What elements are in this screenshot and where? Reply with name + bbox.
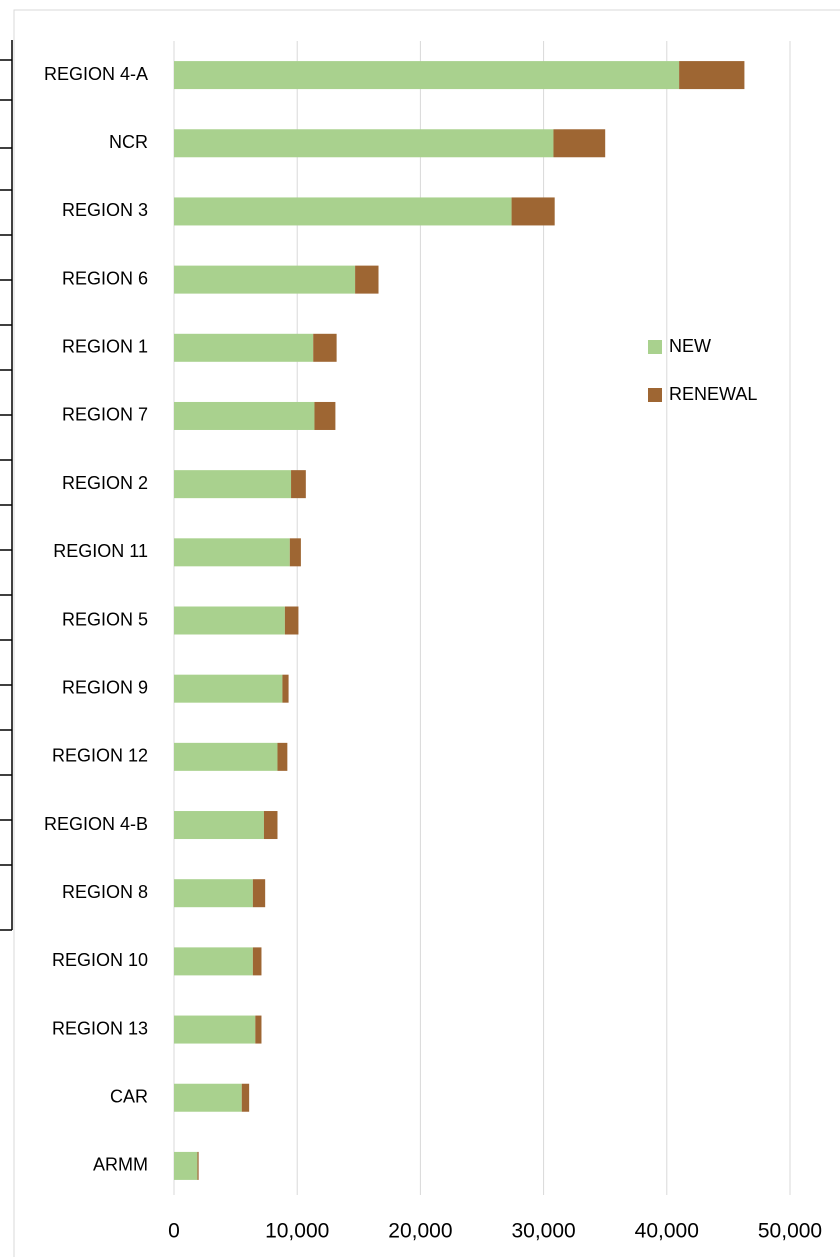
bar-segment <box>174 1083 242 1112</box>
y-tick-label: CAR <box>110 1086 148 1106</box>
bar-segment <box>284 606 299 635</box>
bar-segment <box>197 1151 199 1180</box>
y-tick-label: REGION 5 <box>62 609 148 629</box>
bar-segment <box>679 61 745 90</box>
y-tick-label: REGION 10 <box>52 950 148 970</box>
y-tick-label: REGION 6 <box>62 268 148 288</box>
bar-segment <box>174 197 512 226</box>
y-tick-label: REGION 13 <box>52 1018 148 1038</box>
chart-border <box>13 9 840 1257</box>
x-tick-label: 10,000 <box>265 1220 329 1243</box>
y-tick-label: REGION 7 <box>62 405 148 425</box>
bar-segment <box>174 1015 256 1044</box>
bar-segment <box>252 879 266 908</box>
bar-segment <box>174 333 314 362</box>
bar-segment <box>277 742 288 771</box>
y-tick-label: ARMM <box>93 1155 148 1175</box>
bar-segment <box>255 1015 262 1044</box>
x-tick-label: 40,000 <box>635 1220 699 1243</box>
x-tick-label: 20,000 <box>388 1220 452 1243</box>
bar-segment <box>174 129 554 158</box>
x-tick-label: 30,000 <box>511 1220 575 1243</box>
y-tick-label: REGION 12 <box>52 746 148 766</box>
bracket-artifact <box>0 40 13 931</box>
bar-segment <box>241 1083 250 1112</box>
x-tick-label: 50,000 <box>758 1220 822 1243</box>
bar-segment <box>174 401 315 430</box>
legend-label: RENEWAL <box>669 384 757 404</box>
bar-segment <box>174 811 264 840</box>
bar-segment <box>174 470 292 499</box>
bar-segment <box>553 129 606 158</box>
bar-segment <box>314 401 336 430</box>
bar-segment <box>174 674 283 703</box>
bar-segment <box>174 61 680 90</box>
bar-segment <box>174 879 253 908</box>
bar-segment <box>252 947 262 976</box>
legend-swatch <box>648 388 662 402</box>
bar-segment <box>511 197 555 226</box>
bar-segment <box>291 470 306 499</box>
bar-segment <box>174 538 290 567</box>
y-tick-label: REGION 1 <box>62 337 148 357</box>
bar-segment <box>174 265 356 294</box>
y-tick-label: REGION 4-A <box>44 64 148 84</box>
bar-segment <box>174 606 285 635</box>
bar-segment <box>282 674 289 703</box>
bar-segment <box>174 1151 198 1180</box>
y-tick-label: REGION 9 <box>62 677 148 697</box>
y-tick-label: REGION 3 <box>62 200 148 220</box>
y-tick-label: REGION 4-B <box>44 814 148 834</box>
legend-swatch <box>648 340 662 354</box>
bar-segment <box>355 265 379 294</box>
legend-label: NEW <box>669 336 711 356</box>
bar-segment <box>174 947 253 976</box>
x-tick-label: 0 <box>168 1220 180 1243</box>
bar-segment <box>289 538 301 567</box>
y-tick-label: REGION 8 <box>62 882 148 902</box>
bar-segment <box>263 811 278 840</box>
y-tick-label: NCR <box>109 132 148 152</box>
y-tick-label: REGION 11 <box>53 541 148 561</box>
bar-segment <box>313 333 337 362</box>
bar-segment <box>174 742 278 771</box>
y-tick-label: REGION 2 <box>62 473 148 493</box>
